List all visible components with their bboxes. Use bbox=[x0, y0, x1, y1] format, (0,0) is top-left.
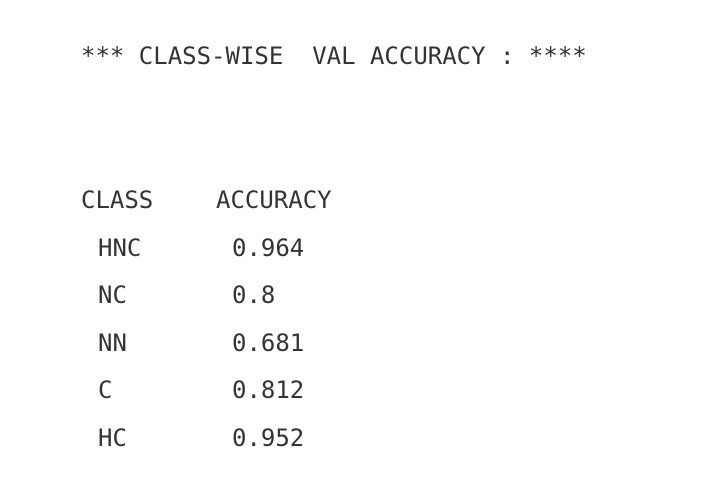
class-cell: C bbox=[98, 376, 113, 404]
accuracy-table: CLASS ACCURACY HNC 0.964 NC 0.8 NN 0.681… bbox=[81, 178, 376, 463]
class-cell: NC bbox=[98, 281, 127, 309]
accuracy-cell: 0.681 bbox=[232, 328, 305, 357]
output-cell: *** CLASS-WISE VAL ACCURACY : **** bbox=[81, 38, 587, 74]
class-cell: HNC bbox=[98, 233, 142, 262]
column-header-class: CLASS bbox=[81, 186, 154, 214]
accuracy-cell: 0.952 bbox=[232, 423, 305, 452]
table-header-row: CLASS ACCURACY bbox=[81, 178, 376, 226]
accuracy-cell: 0.812 bbox=[232, 376, 305, 404]
class-cell: HC bbox=[98, 423, 127, 452]
table-row: NC 0.8 bbox=[81, 273, 376, 321]
column-header-accuracy: ACCURACY bbox=[216, 186, 332, 214]
accuracy-cell: 0.964 bbox=[232, 233, 305, 262]
accuracy-cell: 0.8 bbox=[232, 281, 276, 309]
accuracy-heading: *** CLASS-WISE VAL ACCURACY : **** bbox=[81, 42, 587, 70]
table-row: HC 0.952 bbox=[81, 416, 376, 464]
table-row: C 0.812 bbox=[81, 368, 376, 416]
table-row: HNC 0.964 bbox=[81, 226, 376, 274]
table-row: NN 0.681 bbox=[81, 321, 376, 369]
class-cell: NN bbox=[98, 328, 127, 357]
